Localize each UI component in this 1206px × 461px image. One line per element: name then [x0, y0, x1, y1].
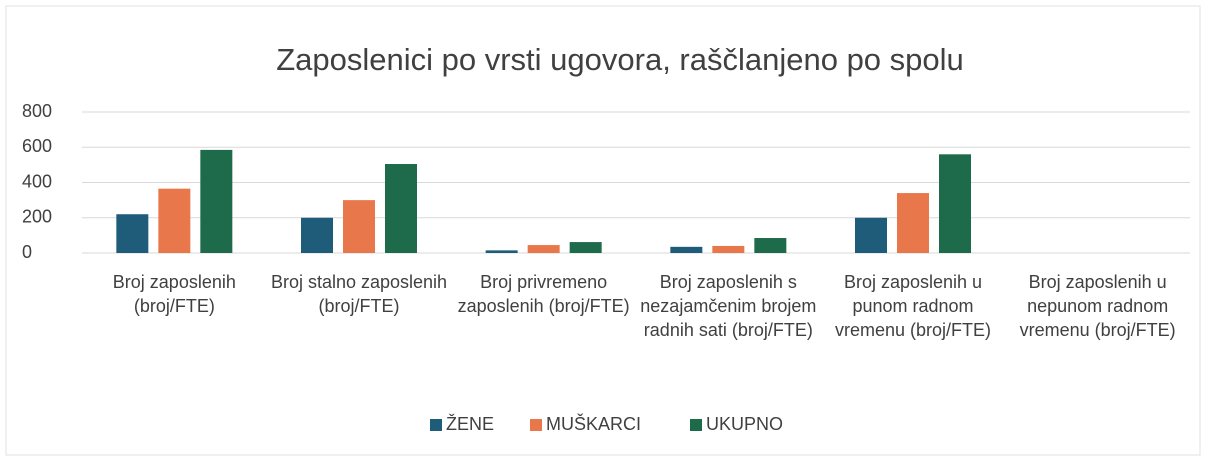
y-tick-label: 200	[22, 207, 52, 227]
legend-label: MUŠKARCI	[546, 413, 641, 434]
x-tick-label: Broj zaposlenih (broj/FTE)	[112, 272, 236, 316]
legend-label: UKUPNO	[706, 414, 783, 434]
bar	[527, 245, 560, 253]
bar	[855, 217, 887, 253]
chart-border	[5, 5, 1201, 456]
bar	[116, 214, 149, 253]
y-tick-label: 400	[22, 171, 52, 191]
bar	[343, 200, 375, 253]
bar	[385, 163, 417, 253]
legend-label: ŽENE	[446, 414, 494, 434]
x-tick-label: Broj zaposlenih u nepunom radnom vremenu…	[1019, 272, 1176, 340]
legend-swatch	[530, 419, 542, 431]
legend-swatch	[430, 419, 442, 431]
legend-swatch	[690, 419, 702, 431]
x-tick-label: Broj zaposlenih u punom radnom vremenu (…	[834, 272, 992, 340]
bar	[712, 245, 745, 253]
y-tick-label: 800	[22, 101, 52, 121]
y-tick-label: 0	[22, 242, 32, 262]
bar	[897, 193, 929, 253]
x-tick-label: Broj privremeno zaposlenih (broj/FTE)	[457, 272, 630, 316]
bar	[485, 250, 518, 253]
x-tick-label: Broj stalno zaposlenih (broj/FTE)	[270, 272, 448, 316]
y-tick-label: 600	[22, 136, 52, 156]
bar	[301, 217, 333, 253]
bar	[158, 188, 191, 253]
bar	[200, 149, 233, 253]
x-tick-label: Broj zaposlenih s nezajamčenim brojem ra…	[640, 272, 817, 340]
bar	[569, 242, 602, 253]
bar	[754, 238, 787, 253]
chart-title: Zaposlenici po vrsti ugovora, raščlanjen…	[276, 42, 964, 77]
bar	[939, 154, 971, 253]
bar	[670, 246, 703, 253]
